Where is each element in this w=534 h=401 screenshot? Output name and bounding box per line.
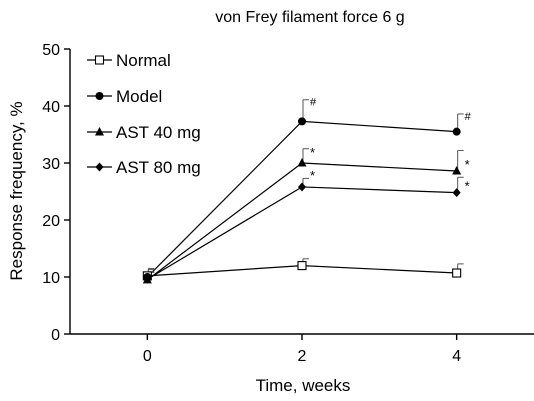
y-tick-label: 20 [42,213,60,230]
x-tick-label: 0 [143,348,152,365]
legend-marker [95,162,104,172]
significance-marker: * [465,157,470,172]
x-axis-label: Time, weeks [256,376,351,395]
y-tick-label: 10 [42,270,60,287]
data-point [297,261,307,271]
significance-marker: # [310,97,317,109]
y-tick-label: 50 [42,42,60,59]
significance-marker: * [465,179,470,194]
legend: Normal Model AST 40 mg AST 80 mg [87,51,201,177]
data-point [452,268,462,278]
data-point [298,117,306,126]
legend-label: AST 40 mg [116,123,201,142]
legend-label: AST 80 mg [116,158,201,177]
y-tick-label: 0 [51,327,60,344]
legend-marker [94,55,105,65]
legend-label: Model [116,87,162,106]
data-point [143,274,152,284]
y-tick-label: 30 [42,156,60,173]
chart-title: von Frey filament force 6 g [215,9,404,26]
y-tick-label: 40 [42,99,60,116]
data-point [452,165,462,175]
x-tick-label: 4 [452,348,461,365]
x-tick-label: 2 [298,348,307,365]
legend-marker [95,127,104,136]
significance-marker: * [310,145,315,160]
data-point [298,182,306,192]
plot-area: 0 10 20 30 40 50 0 2 4 # # * * * * [42,42,534,365]
series-line [146,120,457,278]
y-axis-label: Response frequency, % [7,101,26,280]
significance-marker: # [465,111,472,123]
data-point [452,127,461,136]
data-point [297,158,307,167]
legend-marker [95,92,104,100]
significance-marker: * [310,168,315,183]
legend-label: Normal [116,51,171,70]
data-point [452,188,461,198]
